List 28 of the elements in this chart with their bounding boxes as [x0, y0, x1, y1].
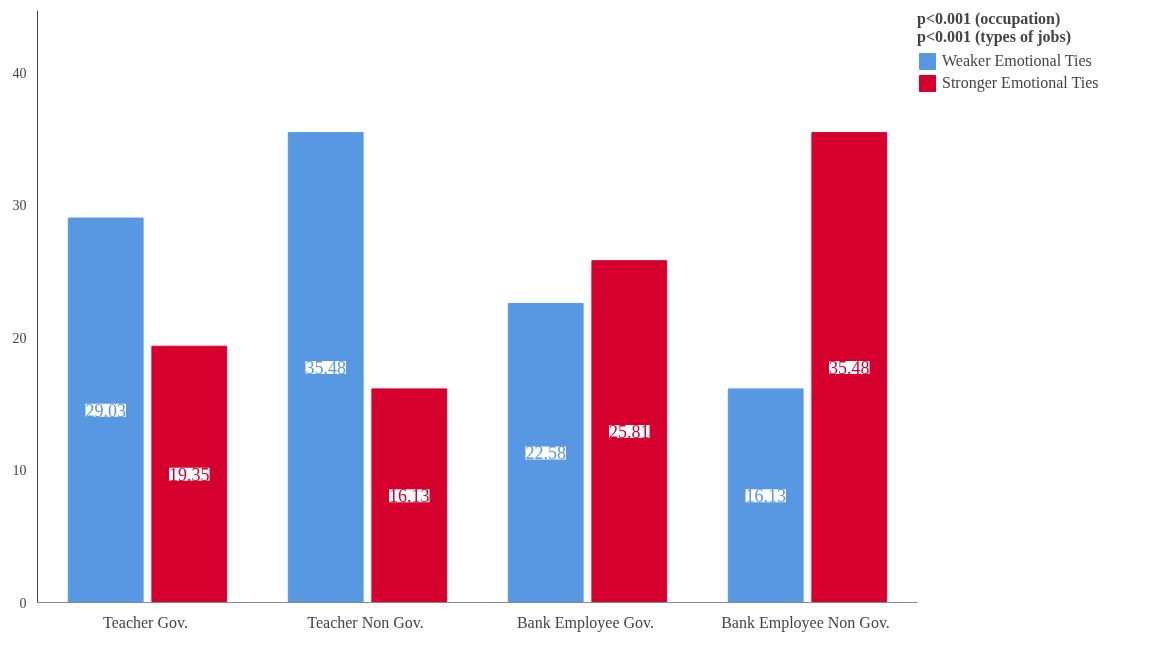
x-tick-label: Bank Employee Non Gov.	[721, 613, 890, 632]
bar	[507, 302, 584, 603]
y-tick-label: 10	[12, 463, 27, 479]
data-label: 19.35	[169, 464, 210, 485]
bar	[67, 217, 144, 603]
legend-title: p<0.001 (occupation) p<0.001 (types of jobs)	[917, 10, 1072, 46]
bar	[151, 345, 228, 603]
data-label: 35.48	[305, 358, 346, 379]
x-tick-label: Bank Employee Gov.	[516, 613, 655, 632]
bar	[287, 132, 364, 603]
bar	[591, 260, 668, 603]
data-label: 16.13	[745, 486, 786, 507]
bar	[371, 388, 448, 603]
data-label: 22.58	[525, 443, 566, 464]
x-tick-label: Teacher Gov.	[103, 613, 188, 631]
data-label: 35.48	[829, 358, 870, 379]
y-tick-label: 40	[12, 65, 27, 81]
y-tick-label: 30	[12, 198, 27, 214]
x-tick-label: Teacher Non Gov.	[307, 613, 424, 631]
y-tick-label: 0	[19, 595, 27, 611]
data-label: 16.13	[389, 486, 430, 507]
legend-label: Weaker Emotional Ties	[942, 52, 1092, 70]
bar	[727, 388, 804, 603]
bar	[811, 132, 888, 603]
data-label: 25.81	[609, 422, 650, 443]
legend-label: Stronger Emotional Ties	[942, 74, 1099, 92]
data-label: 29.03	[85, 400, 126, 421]
y-tick-label: 20	[12, 330, 27, 346]
